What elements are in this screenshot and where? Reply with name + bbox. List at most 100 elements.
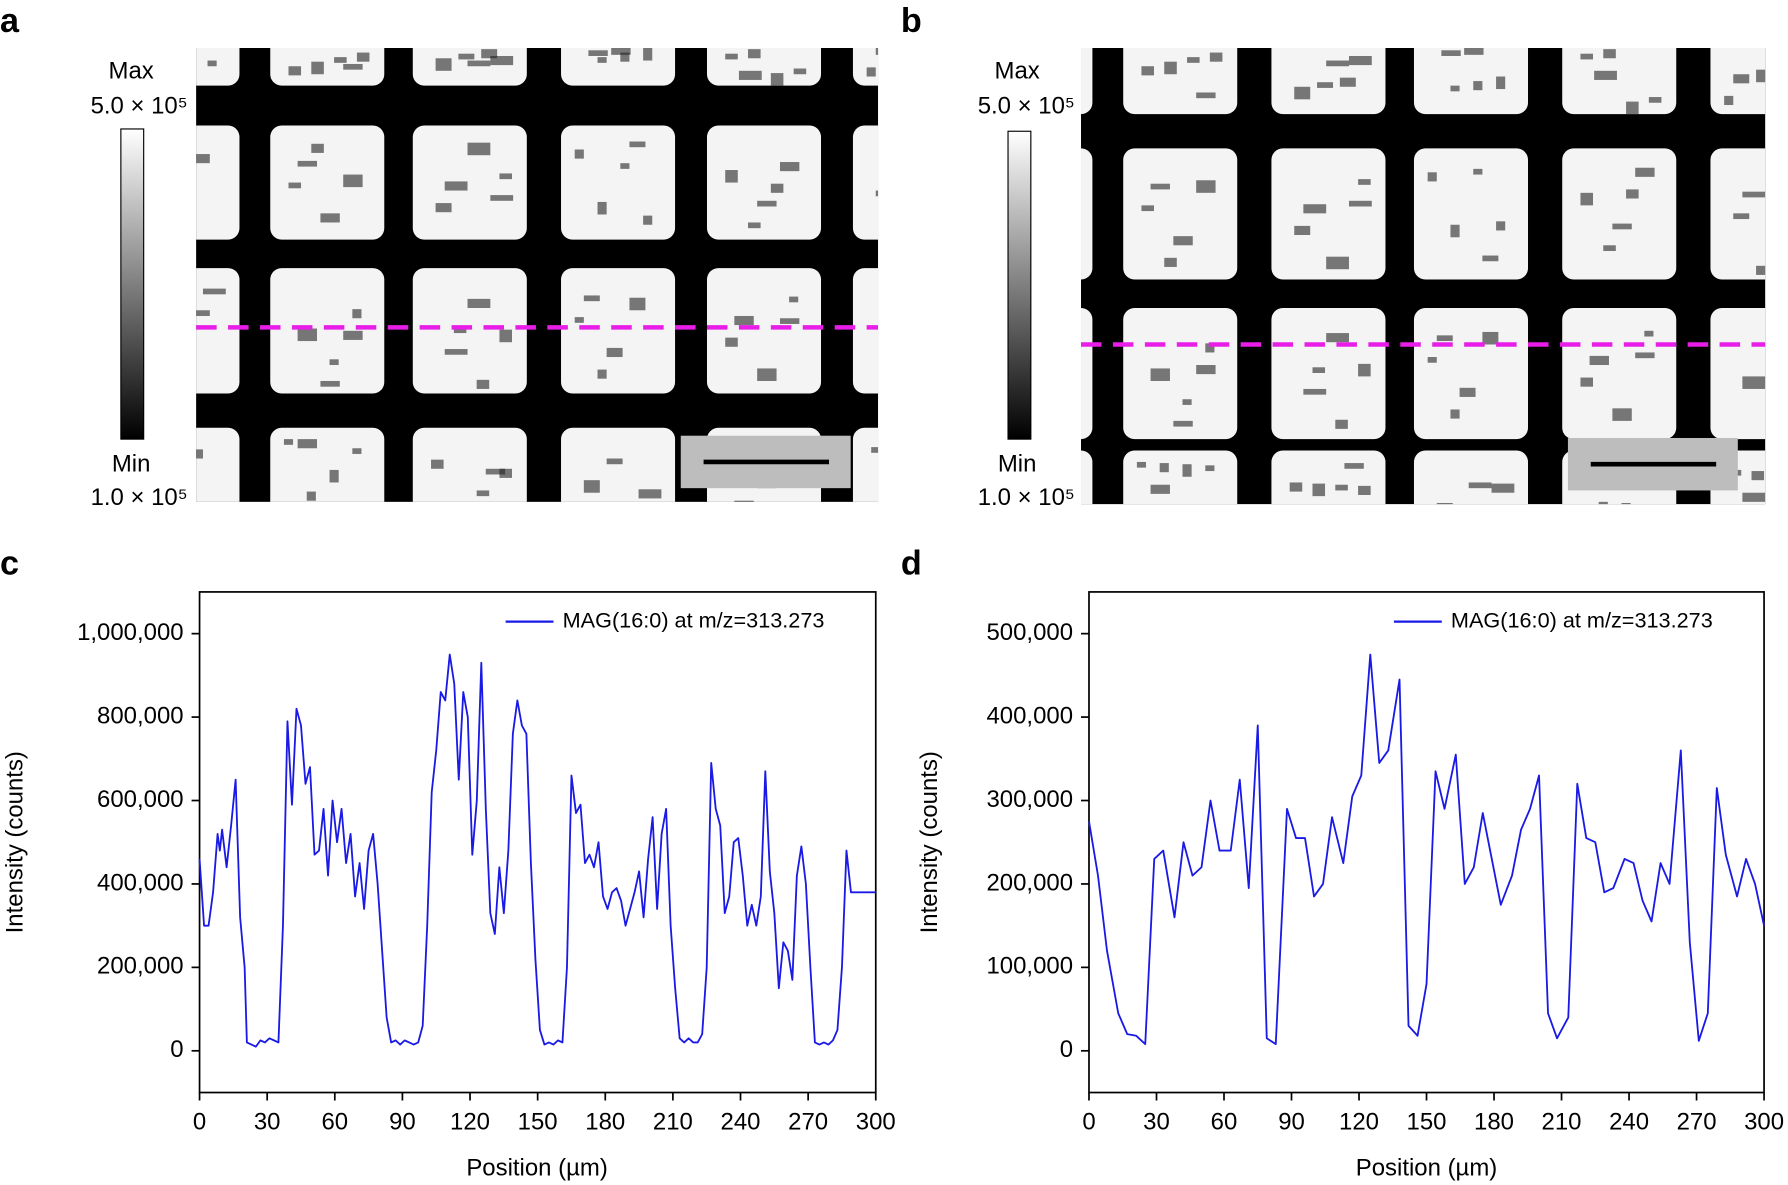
tile (561, 125, 676, 240)
y-tick-label: 0 (170, 1036, 183, 1063)
colorbar-min: Min (112, 451, 151, 478)
tile-speck (1626, 189, 1639, 199)
tile (1562, 307, 1677, 440)
tile-speck (1294, 86, 1311, 100)
legend-label: MAG(16:0) at m/z=313.273 (1451, 607, 1713, 632)
tile-speck (352, 309, 362, 319)
tile (1123, 148, 1238, 280)
panel-label: c (0, 545, 19, 583)
tile-speck (207, 60, 217, 67)
tile-speck (1358, 363, 1371, 377)
tile-speck (629, 141, 646, 148)
tile-speck (917, 478, 930, 491)
tile-speck (1612, 408, 1632, 421)
x-tick-label: 180 (585, 1109, 625, 1136)
tile-speck (1335, 484, 1348, 491)
tile (1123, 48, 1238, 115)
tile (196, 427, 240, 502)
tile (561, 427, 676, 502)
tile-speck (1482, 255, 1499, 262)
tile (1081, 307, 1093, 440)
tile-speck (329, 359, 339, 366)
tile-speck (930, 183, 953, 196)
tile-speck (1427, 357, 1437, 363)
tile-speck (1303, 204, 1327, 214)
tile-speck (481, 49, 498, 59)
panel-label: b (901, 2, 922, 40)
tile-speck (1326, 60, 1349, 67)
tile-speck (196, 310, 210, 316)
tile-speck (1164, 61, 1177, 75)
tile-speck (1464, 48, 1484, 55)
tile-speck (1436, 335, 1453, 342)
panel-label: d (901, 545, 922, 583)
tiles (992, 48, 1766, 505)
tile-speck (930, 72, 953, 78)
tile-speck (1648, 97, 1662, 103)
tile-speck (139, 46, 148, 52)
tile-speck (352, 448, 362, 454)
tile-speck (875, 48, 879, 55)
x-tick-label: 240 (721, 1109, 761, 1136)
y-tick-label: 0 (1060, 1036, 1073, 1063)
x-tick-label: 60 (321, 1109, 348, 1136)
tile-speck (871, 447, 879, 453)
x-tick-label: 60 (1211, 1109, 1238, 1136)
tile-speck (779, 162, 800, 172)
tile-speck (1751, 471, 1765, 481)
tile-speck (597, 369, 607, 379)
x-tick-label: 150 (1407, 1109, 1447, 1136)
tile-speck (1742, 376, 1766, 389)
tile-speck (444, 181, 468, 191)
x-tick-label: 270 (788, 1109, 828, 1136)
tile-speck (1209, 52, 1223, 62)
tile-speck (606, 458, 623, 465)
y-tick-label: 400,000 (986, 702, 1073, 729)
tile-speck (1468, 482, 1492, 489)
tile-speck (171, 193, 187, 199)
tile (852, 125, 879, 240)
y-tick-label: 200,000 (986, 869, 1073, 896)
colorbar (1007, 130, 1032, 440)
tile-speck (1589, 355, 1609, 366)
tile-speck (1635, 352, 1655, 359)
tile-speck (908, 286, 931, 292)
x-tick-label: 180 (1474, 1109, 1514, 1136)
x-tick-label: 90 (389, 1109, 416, 1136)
tile (706, 125, 822, 240)
tile (270, 125, 385, 240)
tile-speck (1450, 224, 1460, 238)
tile-speck (320, 380, 340, 387)
tile-speck (1482, 331, 1499, 345)
tile-speck (343, 63, 363, 70)
tile-speck (725, 53, 738, 60)
tile-speck (583, 295, 600, 302)
tile-speck (921, 65, 937, 71)
y-axis-label: Intensity (counts) (916, 751, 943, 933)
panel-label: a (0, 2, 20, 40)
tile-speck (1450, 409, 1460, 419)
tile (196, 48, 240, 86)
tile (852, 427, 879, 502)
series-line (198, 653, 876, 1048)
tile-speck (1765, 244, 1766, 254)
tile-speck (992, 185, 1001, 198)
tile-speck (435, 203, 452, 213)
tile-speck (899, 152, 915, 161)
tile (412, 268, 527, 394)
x-tick-label: 300 (856, 1109, 896, 1136)
tile-speck (643, 48, 653, 61)
tile-speck (1150, 183, 1170, 190)
tile-speck (1594, 70, 1617, 80)
tile-speck (297, 328, 318, 342)
tile-speck (467, 298, 491, 308)
tile-speck (1742, 191, 1766, 198)
y-tick-label: 300,000 (986, 786, 1073, 813)
tile-speck (196, 449, 203, 459)
tile (270, 268, 385, 394)
tile-speck (185, 176, 194, 185)
tile-speck (283, 439, 294, 445)
tile-speck (454, 512, 467, 525)
tile-speck (583, 480, 600, 493)
tile-speck (1205, 343, 1215, 353)
